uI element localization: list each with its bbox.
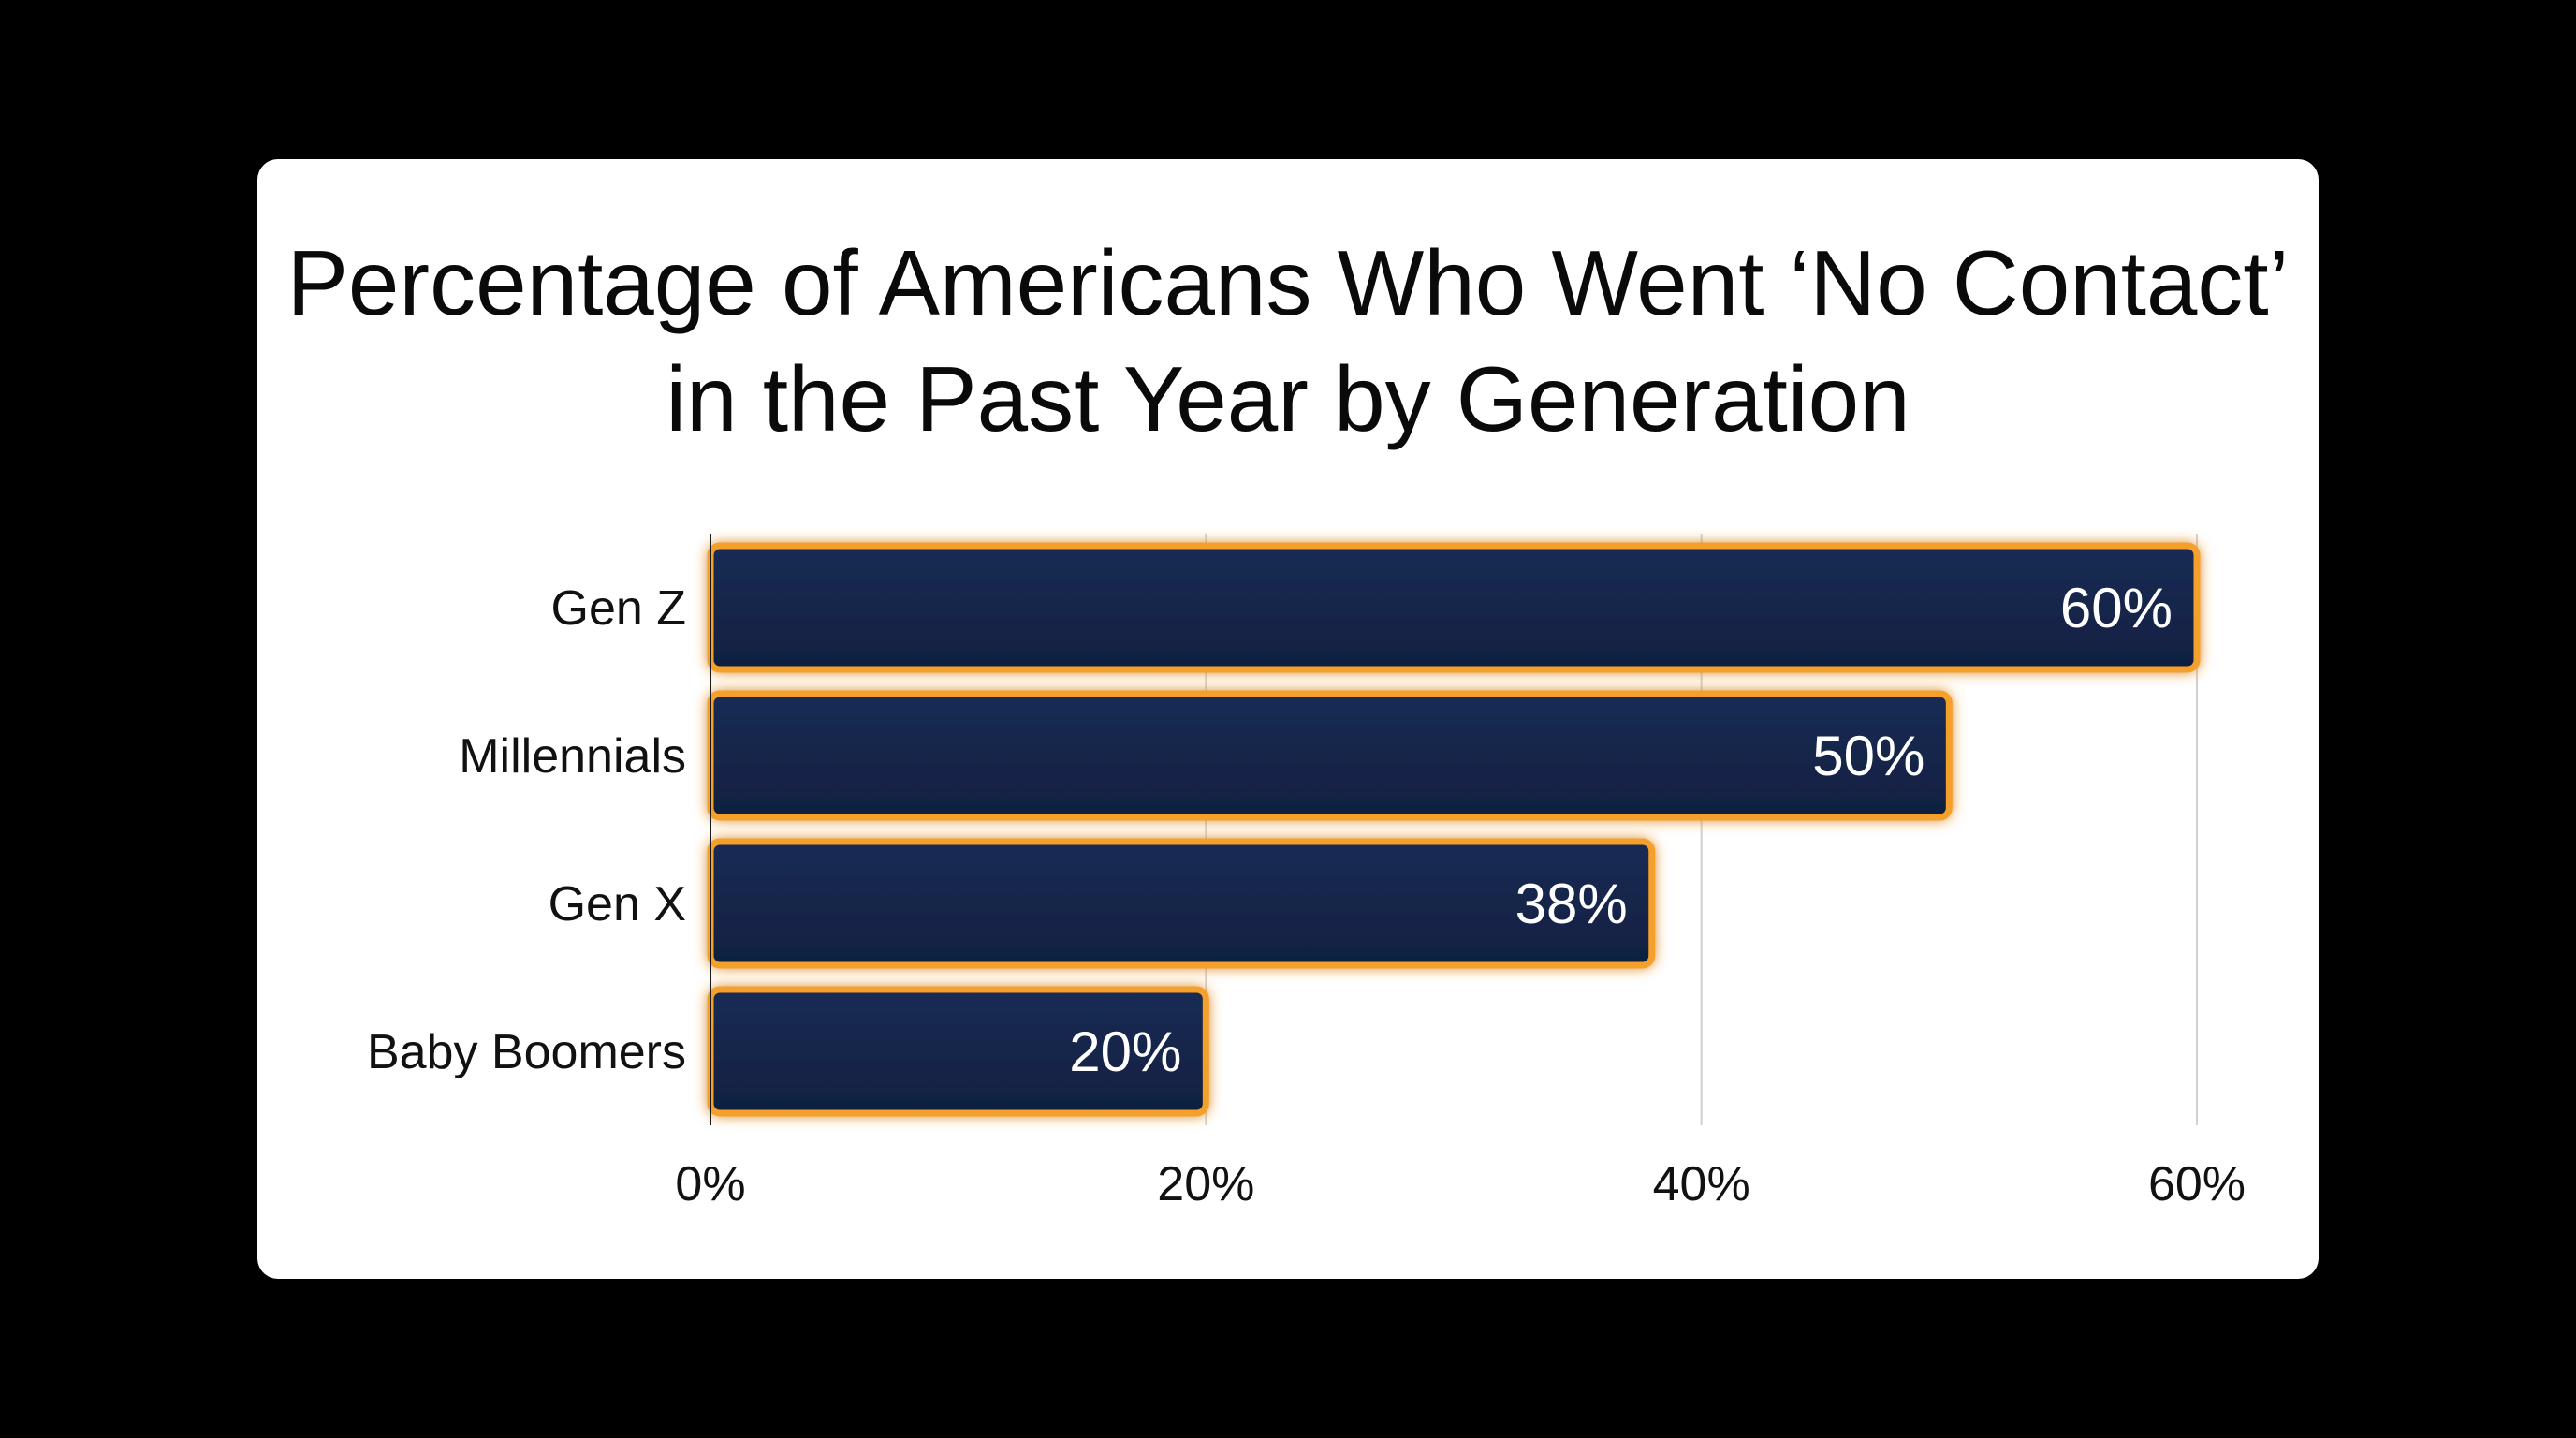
x-tick-label: 20%	[1157, 1157, 1254, 1211]
x-tick-label: 60%	[2148, 1157, 2246, 1211]
x-tick-label: 0%	[675, 1157, 745, 1211]
labels: 0% 20% 40% 60% 60% Gen Z 50% Millennials 38% Gen …	[367, 577, 2246, 1211]
chart-title: Percentage of Americans Who Went ‘No Con…	[286, 231, 2290, 450]
bar	[707, 838, 1656, 969]
chart-card: Percentage of Americans Who Went ‘No Con…	[257, 159, 2319, 1279]
bar	[707, 542, 2201, 673]
bar-value-label: 50%	[1812, 725, 1925, 787]
bar-value-label: 38%	[1515, 873, 1628, 935]
x-tick-label: 40%	[1653, 1157, 1750, 1211]
bars	[707, 542, 2201, 1117]
bar-chart: 0% 20% 40% 60% 60% Gen Z 50% Millennials 38% Gen …	[367, 534, 2246, 1211]
bar-value-label: 60%	[2060, 577, 2173, 639]
category-label: Gen X	[549, 877, 686, 932]
bar-value-label: 20%	[1069, 1020, 1181, 1083]
category-label: Millennials	[459, 729, 686, 784]
category-label: Gen Z	[551, 581, 687, 636]
bar	[707, 690, 1953, 821]
category-label: Baby Boomers	[367, 1025, 686, 1079]
